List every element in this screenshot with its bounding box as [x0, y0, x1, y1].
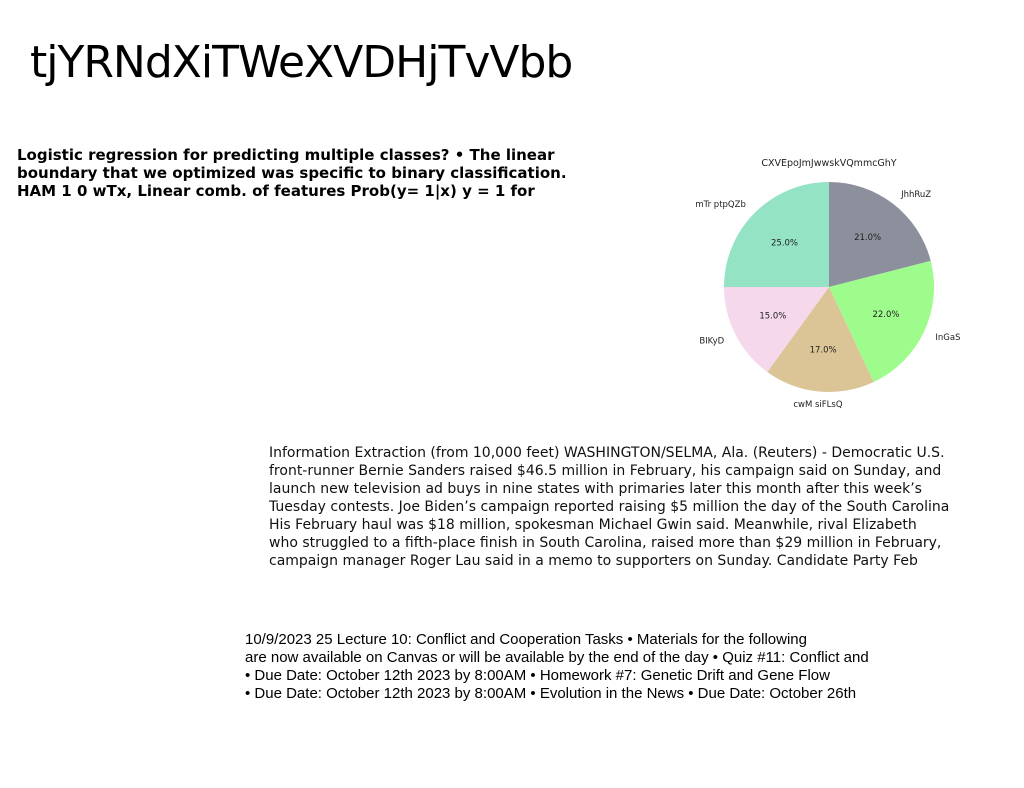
pie-slice — [829, 260, 934, 383]
pie-slice — [724, 287, 829, 372]
slice-category-label: InGaS — [935, 333, 960, 343]
text-line: front-runner Bernie Sanders raised $46.5… — [269, 463, 942, 479]
slice-percent-label: 17.0% — [810, 346, 837, 356]
text-line: are now available on Canvas or will be a… — [245, 649, 869, 666]
text-line: • Due Date: October 12th 2023 by 8:00AM … — [245, 667, 830, 684]
pie-slice — [767, 287, 874, 392]
slice-category-label: JhhRuZ — [900, 190, 931, 200]
text-line: boundary that we optimized was specific … — [17, 164, 567, 182]
text-line: who struggled to a fifth-place finish in… — [269, 535, 942, 551]
text-line: 10/9/2023 25 Lecture 10: Conflict and Co… — [245, 631, 807, 648]
text-line: launch new television ad buys in nine st… — [269, 481, 922, 497]
lecture-notes-text: 10/9/2023 25 Lecture 10: Conflict and Co… — [245, 631, 945, 703]
pie-chart: CXVEpoJmJwwskVQmmcGhY 21.0% JhhRuZ 22.0% In… — [695, 158, 960, 410]
text-line: Logistic regression for predicting multi… — [17, 146, 555, 164]
chart-title: CXVEpoJmJwwskVQmmcGhY — [761, 158, 896, 169]
information-extraction-text: Information Extraction (from 10,000 feet… — [269, 444, 969, 570]
text-line: campaign manager Roger Lau said in a mem… — [269, 553, 918, 569]
slice-percent-label: 15.0% — [759, 312, 786, 322]
slice-percent-label: 21.0% — [854, 233, 881, 243]
logistic-regression-text: Logistic regression for predicting multi… — [17, 146, 617, 200]
slice-percent-label: 25.0% — [771, 238, 798, 248]
text-line: His February haul was $18 million, spoke… — [269, 517, 917, 533]
slice-percent-label: 22.0% — [872, 310, 899, 320]
slice-category-label: BIKyD — [699, 336, 724, 346]
pie-slice — [724, 182, 829, 287]
text-line: • Due Date: October 12th 2023 by 8:00AM … — [245, 685, 857, 702]
pie-slice — [829, 182, 931, 287]
slice-category-label: cwM siFLsQ — [793, 400, 843, 410]
slice-category-label: mTr ptpQZb — [695, 200, 745, 210]
text-line: HAM 1 0 wTx, Linear comb. of features Pr… — [17, 182, 535, 200]
text-line: Information Extraction (from 10,000 feet… — [269, 445, 945, 461]
text-line: Tuesday contests. Joe Biden’s campaign r… — [269, 499, 950, 515]
page-title: tjYRNdXiTWeXVDHjTvVbb — [30, 37, 573, 88]
